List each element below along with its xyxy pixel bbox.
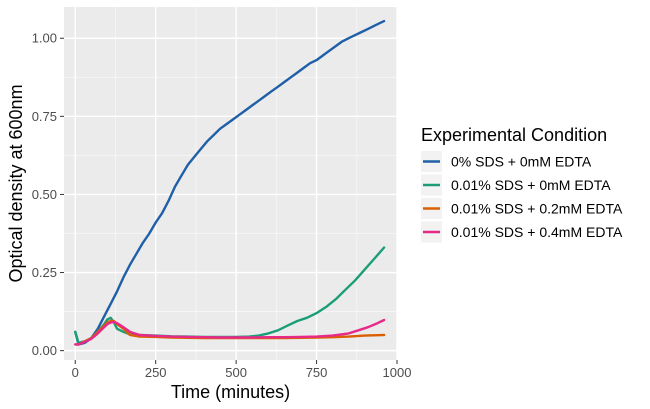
- legend-items: 0% SDS + 0mM EDTA 0.01% SDS + 0mM EDTA 0.0…: [421, 151, 623, 243]
- legend-label: 0.01% SDS + 0.2mM EDTA: [451, 201, 623, 217]
- y-tick-label: 0.50: [32, 187, 57, 202]
- y-tick-labels: 0.00 0.25 0.50 0.75 1.00: [32, 31, 57, 358]
- y-axis-title: Optical density at 600nm: [6, 84, 26, 282]
- y-tick-label: 0.00: [32, 343, 57, 358]
- legend-label: 0.01% SDS + 0mM EDTA: [451, 177, 611, 193]
- x-tick-label: 500: [225, 365, 247, 380]
- legend-label: 0% SDS + 0mM EDTA: [451, 154, 592, 170]
- plot-panel: [64, 7, 397, 360]
- y-tick-label: 0.75: [32, 109, 57, 124]
- x-tick-labels: 0 250 500 750 1000: [72, 365, 412, 380]
- series-line-1: [74, 19, 386, 346]
- x-tick-label: 250: [145, 365, 167, 380]
- major-gridlines: [64, 7, 398, 360]
- y-tick-label: 1.00: [32, 31, 57, 46]
- x-tick-label: 0: [72, 365, 79, 380]
- legend-label: 0.01% SDS + 0.4mM EDTA: [451, 224, 623, 240]
- legend: Experimental Condition 0% SDS + 0mM EDTA…: [421, 125, 623, 243]
- series-line-4: [74, 318, 386, 346]
- y-tick-label: 0.25: [32, 265, 57, 280]
- x-tick-label: 1000: [383, 365, 412, 380]
- x-axis-title: Time (minutes): [171, 382, 290, 402]
- legend-title: Experimental Condition: [421, 125, 607, 145]
- series-lines: [74, 19, 386, 346]
- minor-gridlines: [64, 7, 397, 360]
- x-tick-label: 750: [306, 365, 328, 380]
- axis-ticks: [60, 37, 398, 364]
